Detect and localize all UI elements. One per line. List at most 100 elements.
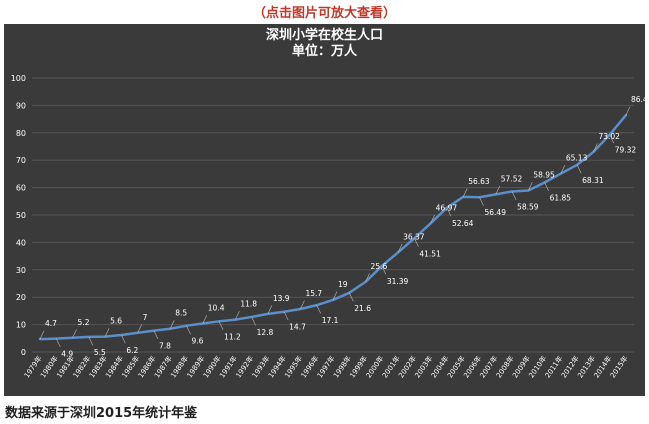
leader-line	[544, 182, 549, 192]
data-label: 73.02	[598, 132, 620, 141]
data-label: 57.52	[501, 174, 523, 183]
leader-line	[609, 134, 614, 144]
data-label: 65.13	[566, 154, 588, 163]
leader-line	[104, 328, 110, 337]
data-point	[250, 315, 253, 319]
leader-line	[349, 292, 354, 302]
chart-container: 深圳小学在校生人口 单位：万人 0 10 20 30 40 50 60 70 80 90 100 19…	[4, 24, 645, 396]
leader-line	[267, 305, 273, 315]
series-line	[39, 114, 627, 341]
y-tick-label: 60	[16, 184, 26, 193]
leader-line	[137, 324, 142, 333]
leader-line	[121, 334, 126, 344]
leader-line	[495, 185, 501, 195]
leader-line	[153, 330, 159, 340]
data-label: 21.6	[354, 304, 371, 313]
leader-line	[576, 164, 582, 174]
data-label: 4.7	[45, 319, 57, 328]
leader-line	[186, 325, 191, 335]
data-label: 56.63	[468, 177, 490, 186]
source-note: 数据来源于深圳2015年统计年鉴	[5, 406, 198, 421]
data-label: 5.6	[110, 317, 122, 326]
data-label: 31.39	[387, 277, 409, 286]
leader-line	[88, 336, 94, 346]
data-label: 7	[143, 313, 148, 322]
data-label: 79.32	[615, 146, 637, 155]
leader-line	[235, 311, 240, 320]
data-label: 61.85	[550, 194, 572, 203]
leader-line	[300, 300, 305, 310]
leader-line	[251, 316, 256, 326]
leader-line	[332, 291, 338, 301]
data-label: 56.49	[485, 208, 507, 217]
data-point	[396, 251, 400, 254]
data-label: 5.2	[78, 318, 90, 327]
y-tick-label: 90	[16, 101, 26, 110]
y-tick-label: 0	[21, 348, 26, 357]
leader-line	[365, 273, 370, 282]
leader-line	[479, 197, 484, 206]
data-point	[348, 291, 351, 295]
data-point	[266, 312, 270, 316]
leader-line	[511, 191, 517, 200]
leader-line	[625, 106, 631, 116]
line-chart: 01020304050607080901001979年1980年1981年198…	[11, 74, 645, 379]
leader-line	[528, 181, 533, 191]
data-point	[55, 337, 58, 340]
data-label: 13.9	[273, 294, 290, 303]
data-point	[429, 222, 432, 225]
data-label: 5.5	[94, 348, 106, 357]
y-tick-label: 20	[16, 293, 26, 302]
data-label: 15.7	[305, 289, 322, 298]
leader-line	[316, 305, 321, 314]
chart-subtitle: 单位：万人	[291, 44, 357, 59]
data-label: 4.9	[61, 350, 73, 359]
leader-line	[430, 214, 435, 224]
leader-line	[462, 188, 468, 197]
leader-line	[39, 330, 45, 340]
data-label: 12.8	[257, 328, 274, 337]
leader-line	[218, 321, 224, 330]
chart-title: 深圳小学在校生人口	[265, 28, 383, 43]
leader-line	[202, 314, 208, 324]
y-tick-label: 10	[16, 321, 26, 330]
data-point	[413, 237, 416, 240]
data-label: 86.48	[631, 95, 645, 104]
data-label: 14.7	[289, 323, 306, 332]
leader-line	[169, 320, 175, 329]
data-point	[120, 333, 123, 337]
y-tick-label: 30	[16, 266, 26, 275]
y-tick-label: 100	[11, 74, 26, 83]
leader-line	[560, 165, 566, 174]
data-label: 41.51	[419, 249, 441, 258]
data-point	[185, 324, 188, 327]
data-label: 10.4	[208, 304, 225, 313]
data-point	[380, 264, 384, 268]
y-tick-label: 80	[16, 129, 26, 138]
leader-line	[381, 265, 387, 275]
leader-line	[72, 329, 77, 338]
leader-line	[56, 338, 61, 348]
data-label: 8.5	[175, 309, 187, 318]
y-tick-label: 50	[16, 211, 26, 220]
leader-line	[414, 238, 419, 247]
data-label: 11.8	[240, 300, 257, 309]
leader-line	[593, 143, 598, 153]
data-label: 11.2	[224, 332, 241, 341]
data-label: 58.95	[533, 170, 555, 179]
leader-line	[397, 243, 403, 253]
leader-line	[446, 207, 452, 217]
data-label: 25.6	[371, 262, 388, 271]
data-point	[282, 310, 286, 313]
data-label: 6.2	[126, 346, 138, 355]
y-tick-label: 40	[16, 238, 26, 247]
data-label: 36.37	[403, 232, 425, 241]
chart-title-block: 深圳小学在校生人口 单位：万人	[4, 28, 645, 60]
data-label: 58.59	[517, 202, 539, 211]
data-label: 7.8	[159, 342, 171, 351]
leader-line	[283, 311, 289, 321]
data-label: 17.1	[322, 316, 339, 325]
top-note: （点击图片可放大查看）	[252, 6, 396, 21]
data-label: 68.31	[582, 176, 604, 185]
data-label: 19	[338, 280, 348, 289]
